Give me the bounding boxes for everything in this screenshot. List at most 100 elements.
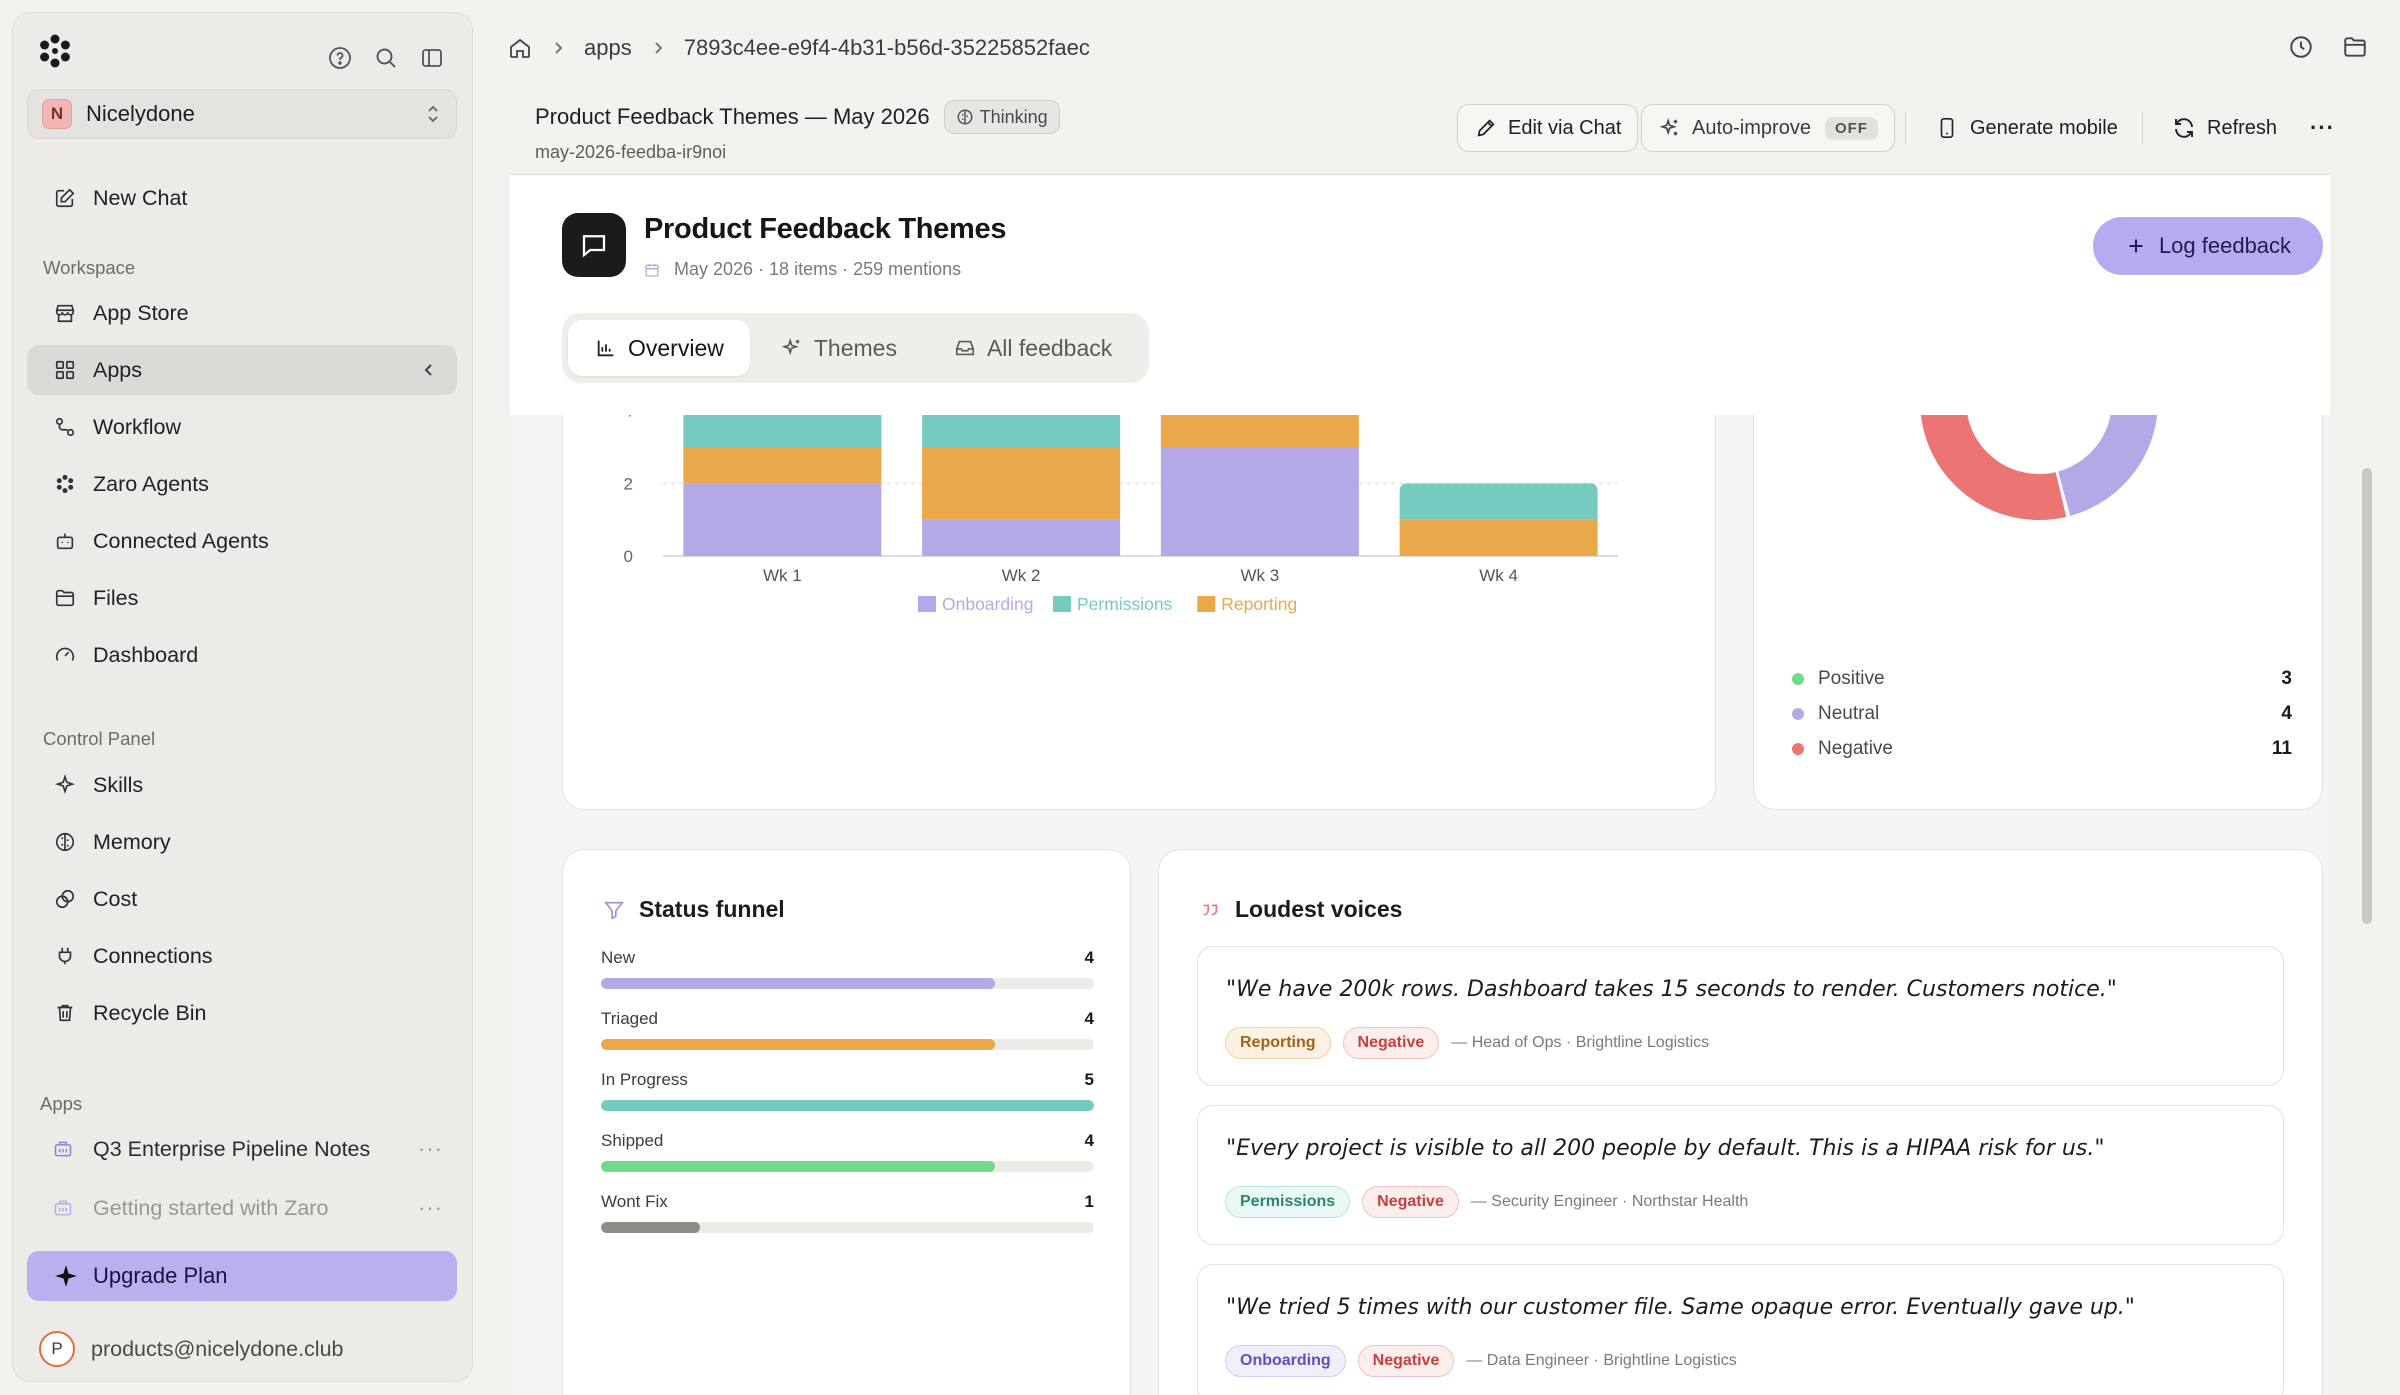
apps-section-label: Apps bbox=[40, 1093, 83, 1114]
chevron-left-icon bbox=[424, 364, 432, 376]
sidebar-item-connections[interactable]: Connections bbox=[27, 931, 457, 981]
brain-icon bbox=[53, 830, 77, 854]
sidebar-item-memory[interactable]: Memory bbox=[27, 817, 457, 867]
workspace-name: Nicelydone bbox=[86, 101, 195, 126]
log-feedback-button[interactable]: Log feedback bbox=[2093, 217, 2323, 275]
sidebar-item-recycle-bin[interactable]: Recycle Bin bbox=[27, 988, 457, 1038]
progress-track bbox=[601, 978, 1094, 989]
main-content: Product Feedback Themes May 2026 · 18 it… bbox=[510, 174, 2330, 1395]
sidebar-item-files[interactable]: Files bbox=[27, 573, 457, 623]
thinking-label: Thinking bbox=[979, 106, 1048, 127]
sidebar-item-app-store[interactable]: App Store bbox=[27, 288, 457, 338]
breadcrumb-app-id[interactable]: 7893c4ee-e9f4-4b31-b56d-35225852faec bbox=[683, 35, 1090, 60]
sidebar-item-label: Connections bbox=[93, 943, 213, 968]
sidebar-toggle-icon[interactable] bbox=[417, 43, 447, 73]
page-meta: May 2026 · 18 items · 259 mentions bbox=[644, 259, 961, 280]
breadcrumb-apps[interactable]: apps bbox=[584, 35, 632, 60]
sidebar-item-dashboard[interactable]: Dashboard bbox=[27, 630, 457, 680]
tab-bar: Overview Themes All feedback bbox=[562, 313, 1149, 383]
legend-swatch bbox=[1053, 596, 1071, 612]
more-icon: ··· bbox=[2310, 115, 2335, 140]
help-icon[interactable] bbox=[325, 43, 355, 73]
scrollbar[interactable] bbox=[2362, 468, 2372, 924]
funnel-row: Shipped 4 bbox=[601, 1131, 1094, 1172]
sidebar-item-connected-agents[interactable]: Connected Agents bbox=[27, 516, 457, 566]
sparkle-icon bbox=[780, 336, 804, 360]
tab-themes[interactable]: Themes bbox=[754, 320, 923, 376]
sidebar-item-zaro-agents[interactable]: Zaro Agents bbox=[27, 459, 457, 509]
auto-improve-toggle[interactable]: Auto-improve OFF bbox=[1641, 104, 1895, 152]
thinking-badge[interactable]: Thinking bbox=[943, 100, 1060, 134]
page-header: Product Feedback Themes May 2026 · 18 it… bbox=[510, 175, 2330, 415]
generate-mobile-button[interactable]: Generate mobile bbox=[1934, 104, 2118, 152]
more-icon[interactable]: ··· bbox=[418, 1195, 443, 1220]
log-feedback-label: Log feedback bbox=[2158, 233, 2292, 258]
quote-text: "We have 200k rows. Dashboard takes 15 s… bbox=[1226, 977, 2117, 1002]
legend-value: 4 bbox=[2281, 703, 2292, 724]
sentiment-tag: Negative bbox=[1362, 1186, 1459, 1218]
edit-via-chat-button[interactable]: Edit via Chat bbox=[1457, 104, 1639, 152]
quote-source: — Security Engineer · Northstar Health bbox=[1470, 1193, 1749, 1210]
tab-all-feedback[interactable]: All feedback bbox=[927, 320, 1138, 376]
sidebar-item-label: Files bbox=[93, 585, 139, 610]
home-icon[interactable] bbox=[508, 36, 532, 60]
upgrade-plan-button[interactable]: Upgrade Plan bbox=[27, 1251, 457, 1301]
history-icon[interactable] bbox=[2286, 32, 2316, 62]
progress-track bbox=[601, 1039, 1094, 1050]
quote-source: — Data Engineer · Brightline Logistics bbox=[1466, 1352, 1737, 1369]
funnel-row-label: Wont Fix bbox=[601, 1192, 668, 1211]
sidebar-app-item[interactable]: Q3 Enterprise Pipeline Notes ··· bbox=[27, 1124, 457, 1174]
voices-title-text: Loudest voices bbox=[1235, 896, 1403, 922]
progress-fill bbox=[601, 1161, 996, 1172]
apps-grid-icon bbox=[53, 358, 77, 382]
edit-square-icon bbox=[53, 186, 77, 210]
refresh-button[interactable]: Refresh bbox=[2171, 104, 2277, 152]
sidebar-item-apps[interactable]: Apps bbox=[27, 345, 457, 395]
robot-icon bbox=[53, 529, 77, 553]
legend-dot bbox=[1792, 708, 1804, 720]
tab-overview[interactable]: Overview bbox=[568, 320, 750, 376]
more-options-button[interactable]: ··· bbox=[2310, 104, 2335, 152]
sidebar: N Nicelydone New Chat Workspace App Stor… bbox=[12, 12, 473, 1382]
app-slug: may-2026-feedba-ir9noi bbox=[535, 142, 727, 162]
sidebar-app-item[interactable]: Getting started with Zaro ··· bbox=[27, 1183, 457, 1233]
voice-quote-card[interactable]: "We tried 5 times with our customer file… bbox=[1197, 1264, 2284, 1395]
pencil-icon bbox=[1474, 116, 1498, 140]
voice-quote-card[interactable]: "We have 200k rows. Dashboard takes 15 s… bbox=[1197, 946, 2284, 1086]
zaro-logo-icon[interactable] bbox=[35, 31, 75, 71]
sidebar-item-label: App Store bbox=[93, 300, 189, 325]
theme-tag: Permissions bbox=[1225, 1186, 1351, 1218]
funnel-row-value: 4 bbox=[1084, 948, 1094, 967]
phone-icon bbox=[1934, 115, 1960, 141]
bar-chart-icon bbox=[594, 336, 618, 360]
funnel-row-value: 4 bbox=[1084, 1009, 1094, 1028]
funnel-row: Wont Fix 1 bbox=[601, 1192, 1094, 1233]
sidebar-item-label: Connected Agents bbox=[93, 528, 269, 553]
sidebar-item-skills[interactable]: Skills bbox=[27, 760, 457, 810]
sidebar-item-cost[interactable]: Cost bbox=[27, 874, 457, 924]
app-title: Product Feedback Themes — May 2026 bbox=[535, 104, 930, 129]
new-chat-button[interactable]: New Chat bbox=[27, 173, 457, 223]
legend-label: Neutral bbox=[1818, 703, 1880, 724]
folder-open-icon[interactable] bbox=[2340, 32, 2370, 62]
legend-label: Permissions bbox=[1077, 594, 1173, 614]
plug-icon bbox=[53, 944, 77, 968]
more-icon[interactable]: ··· bbox=[418, 1136, 443, 1161]
search-icon[interactable] bbox=[371, 43, 401, 73]
progress-fill bbox=[601, 1100, 1094, 1111]
legend-swatch bbox=[918, 596, 936, 612]
chat-bubble-icon bbox=[562, 213, 626, 277]
legend-value: 3 bbox=[2281, 668, 2292, 689]
funnel-row-value: 5 bbox=[1084, 1070, 1094, 1089]
workspace-switcher[interactable]: N Nicelydone bbox=[27, 89, 457, 139]
user-account[interactable]: P products@nicelydone.club bbox=[39, 1331, 344, 1367]
voice-quote-card[interactable]: "Every project is visible to all 200 peo… bbox=[1197, 1105, 2284, 1245]
sidebar-item-workflow[interactable]: Workflow bbox=[27, 402, 457, 452]
trash-icon bbox=[53, 1001, 77, 1025]
bar-segment-permissions bbox=[1399, 483, 1598, 520]
store-icon bbox=[53, 301, 77, 325]
x-tick-label: Wk 2 bbox=[1002, 566, 1041, 585]
auto-improve-status-badge: OFF bbox=[1824, 116, 1878, 140]
sidebar-item-label: Zaro Agents bbox=[93, 471, 209, 496]
funnel-row-value: 1 bbox=[1084, 1192, 1094, 1211]
